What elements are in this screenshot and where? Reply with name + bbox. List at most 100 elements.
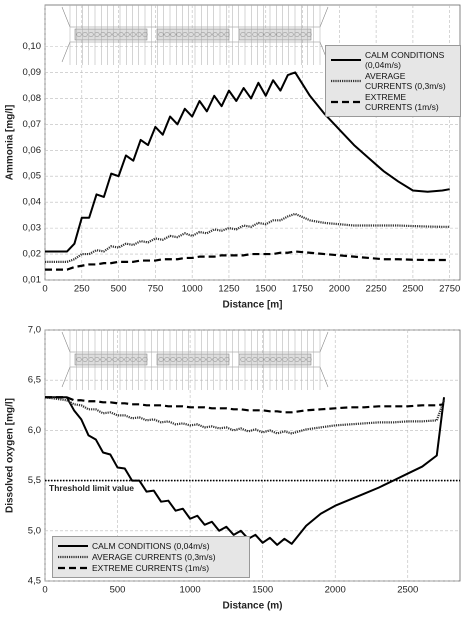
legend-swatch [58,545,88,547]
cage [212,356,218,363]
cage [158,356,164,363]
cage [118,31,124,38]
y-tick-label: 0,04 [23,197,42,208]
cage [300,31,306,38]
cage [200,356,206,363]
cage [194,31,200,38]
cage [276,356,282,363]
x-tick-label: 2250 [366,284,387,295]
cage [218,31,224,38]
legend-entry: AVERAGE CURRENTS (0,3m/s) [58,552,244,562]
cage [176,356,182,363]
x-tick-label: 2750 [439,284,460,295]
cage-block [74,28,148,41]
y-tick-label: 5,5 [28,475,41,486]
cage [112,31,118,38]
x-tick-label: 0 [42,284,47,295]
cage-block [238,353,312,366]
cage [240,356,246,363]
cage [270,356,276,363]
cage [76,31,82,38]
cage [224,31,230,38]
x-tick-label: 2500 [397,585,418,596]
schematic-line [61,6,71,28]
legend: CALM CONDITIONS (0,04m/s) AVERAGE CURRENT… [52,536,250,578]
y-tick-label: 6,0 [28,425,41,436]
cage [270,31,276,38]
schematic-line [319,6,329,28]
cage [118,356,124,363]
x-tick-label: 1000 [182,284,203,295]
cage [176,31,182,38]
cage [164,356,170,363]
cage [258,31,264,38]
cage [76,356,82,363]
cage [306,356,312,363]
cage [206,356,212,363]
y-tick-label: 0,03 [23,223,42,234]
series-line [45,212,450,263]
x-tick-label: 1750 [292,284,313,295]
series-line [44,396,446,435]
cage [100,31,106,38]
cage [206,31,212,38]
legend-label: AVERAGE CURRENTS (0,3m/s) [92,552,216,562]
series-line [45,71,450,253]
y-tick-label: 0,08 [23,93,42,104]
cage [170,31,176,38]
schematic [61,330,329,390]
cage [294,31,300,38]
x-tick-label: 1000 [180,585,201,596]
x-tick-label: 750 [147,284,163,295]
y-tick-label: 4,5 [28,576,41,587]
legend-label: AVERAGE CURRENTS (0,3m/s) [365,71,446,91]
cage [264,31,270,38]
cage [106,31,112,38]
threshold-label: Threshold limit value [49,483,134,493]
y-axis-title: Dissolved oxygen [mg/l] [5,398,16,513]
cage [94,356,100,363]
x-tick-label: 0 [42,585,47,596]
series-line [45,396,445,414]
cage-block [74,353,148,366]
cage-block [238,28,312,41]
legend: CALM CONDITIONS (0,04m/s) AVERAGE CURRENT… [325,45,461,117]
x-tick-label: 250 [74,284,90,295]
cage-block [156,353,230,366]
cage [276,31,282,38]
legend-entry: AVERAGE CURRENTS (0,3m/s) [331,71,455,91]
legend-entry: CALM CONDITIONS (0,04m/s) [331,50,455,70]
x-tick-label: 2500 [402,284,423,295]
schematic-line [61,331,71,353]
y-tick-label: 5,0 [28,525,41,536]
cage [224,356,230,363]
schematic-line [61,41,71,63]
x-tick-label: 500 [111,284,127,295]
x-axis-title: Distance [m] [222,300,282,311]
legend-entry: EXTREME CURRENTS (1m/s) [58,563,244,573]
schematic [61,5,329,65]
cage [306,31,312,38]
y-tick-label: 6,5 [28,375,41,386]
x-tick-label: 1500 [255,284,276,295]
cage [124,356,130,363]
schematic-line [61,366,71,388]
cage [158,31,164,38]
cage [264,356,270,363]
y-tick-label: 7,0 [28,325,41,336]
legend-label: CALM CONDITIONS (0,04m/s) [92,541,210,551]
legend-swatch [331,79,361,83]
legend-entry: CALM CONDITIONS (0,04m/s) [58,541,244,551]
y-tick-label: 0,09 [23,67,42,78]
cage [106,356,112,363]
x-tick-label: 500 [110,585,126,596]
x-tick-label: 1250 [218,284,239,295]
x-tick-label: 2000 [329,284,350,295]
cage [212,31,218,38]
legend-label: CALM CONDITIONS (0,04m/s) [365,50,445,70]
cage [218,356,224,363]
legend-entry: EXTREME CURRENTS (1m/s) [331,92,455,112]
cage [258,356,264,363]
cage [112,356,118,363]
